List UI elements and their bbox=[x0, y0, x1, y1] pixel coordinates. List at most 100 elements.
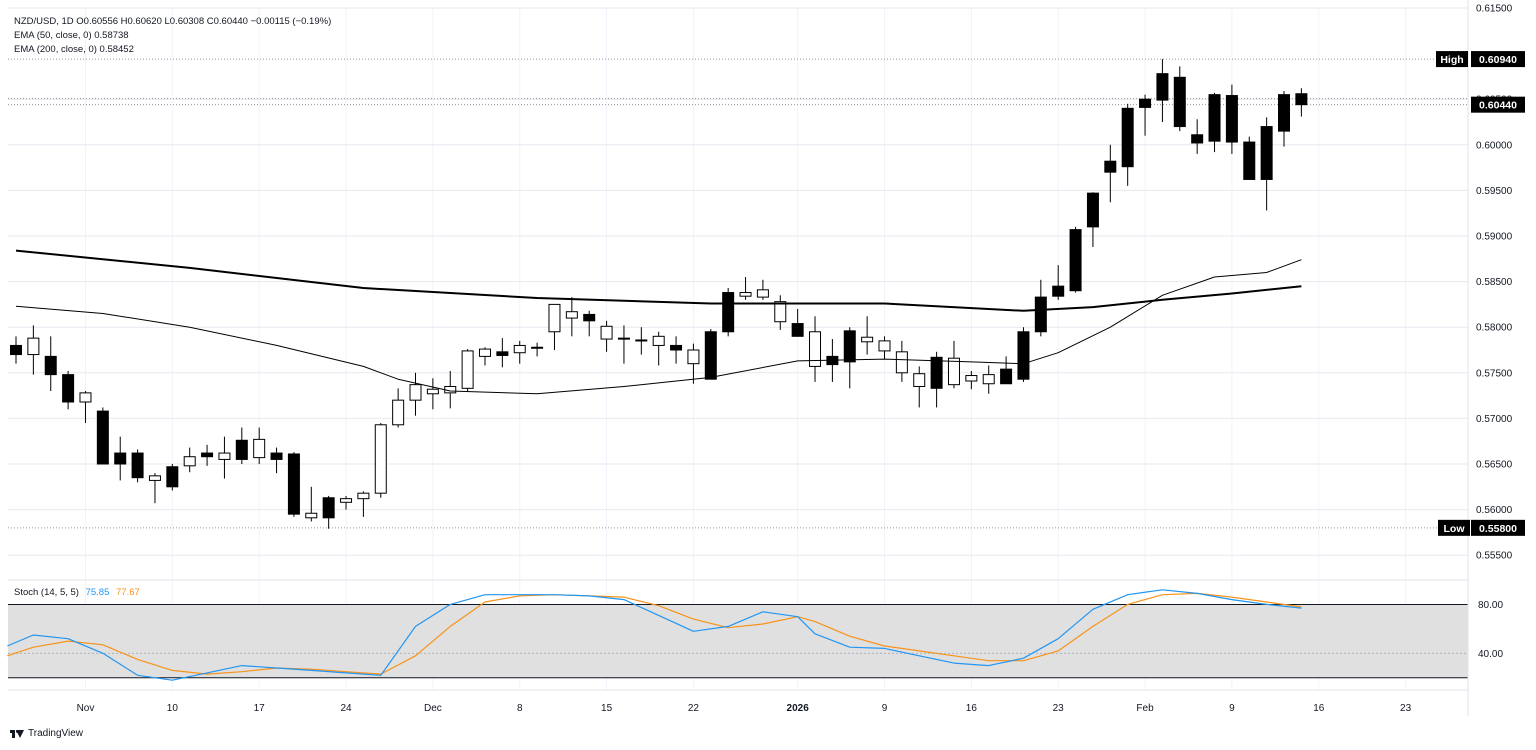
stoch-k-value: 75.85 bbox=[85, 587, 110, 598]
candle-body bbox=[461, 350, 474, 389]
ema50-line bbox=[15, 259, 1302, 395]
candle-body bbox=[392, 399, 405, 426]
candle-body bbox=[235, 439, 248, 460]
stoch-tick-label: 40.00 bbox=[1478, 649, 1503, 660]
candle-body bbox=[1260, 126, 1273, 180]
low-tag-label: Low bbox=[1444, 523, 1466, 535]
candle-body bbox=[1052, 285, 1065, 297]
candle-body bbox=[340, 498, 353, 503]
y-tick-label: 0.57000 bbox=[1476, 414, 1513, 425]
candle-body bbox=[1121, 107, 1134, 168]
high-price-tag bbox=[1471, 51, 1525, 68]
candle-body bbox=[565, 311, 578, 319]
candle-body bbox=[947, 357, 960, 386]
candle-body bbox=[600, 325, 613, 340]
y-tick-label: 0.56500 bbox=[1476, 460, 1513, 471]
x-tick-label: Feb bbox=[1136, 703, 1154, 714]
candle-body bbox=[1034, 296, 1047, 333]
candle-body bbox=[166, 466, 179, 488]
candle-body bbox=[548, 303, 561, 333]
stoch-band bbox=[8, 604, 1468, 678]
candle-body bbox=[1295, 93, 1308, 106]
candle-body bbox=[531, 346, 544, 349]
candle-body bbox=[670, 344, 683, 351]
tradingview-logo-icon bbox=[10, 729, 24, 739]
candle-body bbox=[704, 331, 717, 380]
candle-body bbox=[513, 344, 526, 354]
high-price-label: 0.60940 bbox=[1479, 54, 1517, 66]
candle-body bbox=[722, 292, 735, 333]
low-price-label: 0.55800 bbox=[1479, 523, 1517, 535]
stoch-k-line bbox=[7, 589, 1302, 681]
candle-body bbox=[357, 492, 370, 500]
tradingview-footer: TradingView bbox=[10, 728, 83, 739]
y-tick-label: 0.55500 bbox=[1476, 551, 1513, 562]
candle-body bbox=[982, 374, 995, 385]
x-tick-label: 17 bbox=[254, 703, 266, 714]
low-price-tag bbox=[1471, 519, 1525, 536]
stoch-legend: Stoch (14, 5, 5) 75.85 77.67 bbox=[14, 587, 140, 598]
y-tick-label: 0.59500 bbox=[1476, 186, 1513, 197]
candle-body bbox=[895, 351, 908, 374]
candle-body bbox=[878, 340, 891, 352]
stoch-d-value: 77.67 bbox=[116, 587, 140, 598]
y-tick-label: 0.58500 bbox=[1476, 277, 1513, 288]
candle-body bbox=[965, 375, 978, 382]
candle-body bbox=[1243, 141, 1256, 180]
x-tick-label: Nov bbox=[77, 703, 95, 714]
candle-body bbox=[44, 355, 57, 376]
high-tag bbox=[1436, 51, 1468, 68]
candle-body bbox=[791, 323, 804, 337]
candle-body bbox=[756, 289, 769, 298]
stoch-label: Stoch (14, 5, 5) bbox=[14, 587, 79, 598]
ema200-line bbox=[15, 249, 1302, 312]
candle-body bbox=[253, 438, 266, 459]
y-tick-label: 0.58000 bbox=[1476, 323, 1513, 334]
x-tick-label: 15 bbox=[601, 703, 613, 714]
candle-body bbox=[861, 336, 874, 343]
stoch-tick-label: 80.00 bbox=[1478, 600, 1503, 611]
x-tick-label: 9 bbox=[882, 703, 888, 714]
candle-body bbox=[913, 373, 926, 387]
x-tick-label: 16 bbox=[1313, 703, 1325, 714]
x-tick-label: Dec bbox=[424, 703, 442, 714]
candle-body bbox=[774, 301, 787, 323]
candle-body bbox=[652, 335, 665, 346]
x-tick-label: 23 bbox=[1400, 703, 1412, 714]
candle-body bbox=[1139, 98, 1152, 108]
x-tick-label: 8 bbox=[517, 703, 523, 714]
candle-body bbox=[496, 351, 509, 356]
candle-body bbox=[201, 452, 214, 458]
candle-body bbox=[374, 424, 387, 494]
candle-body bbox=[1208, 94, 1221, 142]
y-tick-label: 0.59000 bbox=[1476, 232, 1513, 243]
candle-body bbox=[635, 339, 648, 342]
candle-body bbox=[1173, 76, 1186, 128]
candle-body bbox=[322, 497, 335, 519]
candle-body bbox=[1086, 192, 1099, 228]
last-price-tag bbox=[1471, 96, 1525, 113]
candle-body bbox=[270, 452, 283, 460]
candle-body bbox=[930, 356, 943, 389]
high-tag-label: High bbox=[1440, 54, 1463, 66]
symbol-ohlc-legend: NZD/USD, 1D O0.60556 H0.60620 L0.60308 C… bbox=[14, 16, 332, 27]
candle-body bbox=[148, 475, 161, 481]
candle-body bbox=[1225, 95, 1238, 143]
candle-body bbox=[1156, 73, 1169, 101]
x-tick-label: 10 bbox=[167, 703, 179, 714]
candle-body bbox=[739, 292, 752, 297]
ema50-legend: EMA (50, close, 0) 0.58738 bbox=[14, 30, 129, 41]
candle-body bbox=[1278, 94, 1291, 132]
candle-body bbox=[183, 456, 196, 467]
x-tick-label: 2026 bbox=[787, 703, 810, 714]
candle-body bbox=[426, 388, 439, 395]
x-tick-label: 24 bbox=[340, 703, 352, 714]
stoch-d-line bbox=[7, 592, 1302, 675]
x-tick-label: 9 bbox=[1229, 703, 1235, 714]
x-tick-label: 22 bbox=[688, 703, 700, 714]
tradingview-brand: TradingView bbox=[28, 728, 84, 739]
candle-body bbox=[27, 337, 40, 356]
candle-body bbox=[96, 410, 109, 465]
candle-body bbox=[79, 392, 92, 403]
